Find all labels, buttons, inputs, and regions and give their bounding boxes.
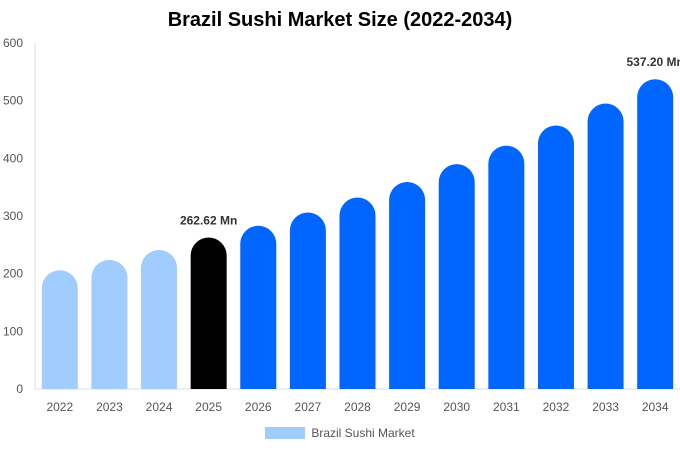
y-tick-label: 100 xyxy=(3,324,23,338)
x-tick-label: 2034 xyxy=(642,400,669,414)
bar-2032 xyxy=(537,125,574,390)
x-tick-label: 2033 xyxy=(592,400,619,414)
x-tick-label: 2032 xyxy=(543,400,570,414)
y-tick-label: 600 xyxy=(3,36,23,50)
x-tick-label: 2030 xyxy=(443,400,470,414)
y-tick-label: 200 xyxy=(3,267,23,281)
x-tick-label: 2025 xyxy=(195,400,222,414)
x-tick-label: 2024 xyxy=(146,400,173,414)
bar-2028 xyxy=(339,197,376,389)
bar-2027 xyxy=(289,212,326,389)
x-tick-label: 2031 xyxy=(493,400,520,414)
data-label: 262.62 Mn xyxy=(180,214,237,228)
x-tick-label: 2029 xyxy=(394,400,421,414)
x-tick-label: 2028 xyxy=(344,400,371,414)
bar-2023 xyxy=(91,259,128,389)
legend-label: Brazil Sushi Market xyxy=(311,426,415,440)
bar-2029 xyxy=(389,181,426,389)
bar-2024 xyxy=(141,250,178,389)
bar-2025 xyxy=(190,237,227,389)
legend-swatch xyxy=(265,427,306,439)
chart-title: Brazil Sushi Market Size (2022-2034) xyxy=(167,9,513,31)
bar-2026 xyxy=(240,225,277,389)
bar-2022 xyxy=(41,270,78,389)
y-tick-label: 0 xyxy=(16,382,23,396)
y-tick-label: 500 xyxy=(3,94,23,108)
x-tick-label: 2026 xyxy=(245,400,272,414)
x-tick-label: 2023 xyxy=(96,400,123,414)
legend: Brazil Sushi Market xyxy=(0,426,680,440)
y-tick-label: 400 xyxy=(3,151,23,165)
y-tick-label: 300 xyxy=(3,209,23,223)
bar-2033 xyxy=(587,103,624,390)
bar-2034 xyxy=(637,79,674,390)
data-label: 537.20 Mn xyxy=(627,55,680,69)
bar-2031 xyxy=(488,145,525,389)
x-tick-label: 2027 xyxy=(295,400,322,414)
x-tick-label: 2022 xyxy=(46,400,73,414)
bar-2030 xyxy=(438,164,475,389)
